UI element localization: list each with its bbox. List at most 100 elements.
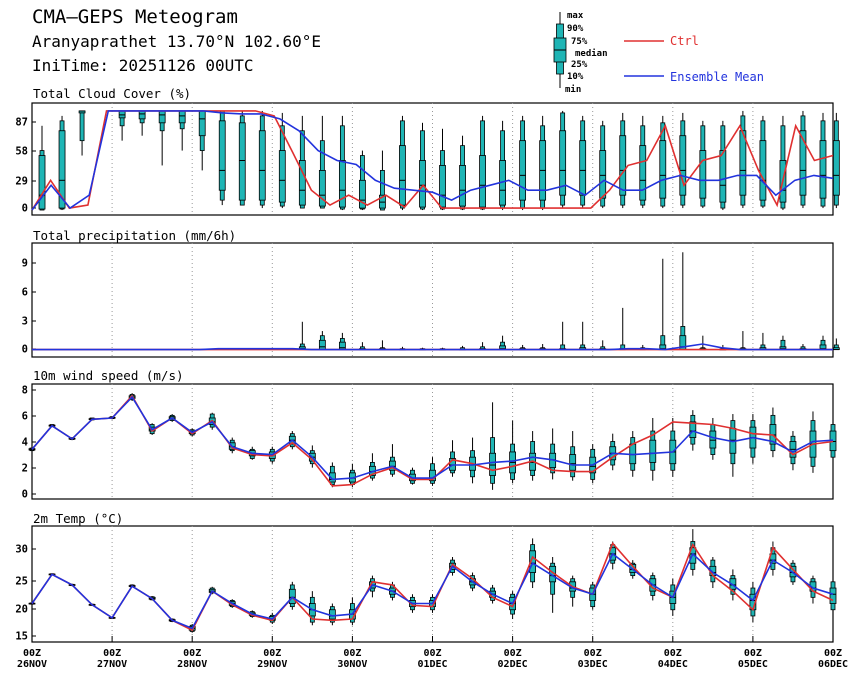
- wind-box-inner: [489, 452, 496, 476]
- cloud-box-inner: [519, 140, 527, 201]
- x-tick-hour: 00Z: [22, 648, 42, 659]
- x-tick-date: 01DEC: [417, 659, 448, 670]
- cloud-box-inner: [759, 140, 767, 201]
- cloud-box-inner: [359, 179, 366, 209]
- cloud-box-inner: [278, 150, 286, 203]
- cloud-box-inner: [619, 135, 627, 196]
- cloud-box-inner: [639, 145, 647, 201]
- legend-p90-label: 90%: [567, 24, 584, 34]
- cloud-box-inner: [158, 110, 166, 124]
- cloud-box-inner: [38, 155, 46, 210]
- cloud-box-inner: [699, 150, 707, 199]
- x-tick-hour: 00Z: [823, 648, 843, 659]
- legend-mean-label: Ensemble Mean: [670, 70, 764, 84]
- cloud-box-inner: [479, 155, 486, 208]
- wind-ytick-label: 6: [22, 411, 28, 423]
- temp-box-inner: [529, 550, 537, 573]
- cloud-ytick-label: 58: [15, 146, 28, 158]
- temp-ytick-label: 15: [15, 631, 28, 643]
- meteogram-title: CMA–GEPS Meteogram: [32, 6, 238, 28]
- precip-ytick-label: 6: [22, 287, 28, 299]
- cloud-box-inner: [399, 145, 406, 206]
- cloud-box-inner: [459, 165, 466, 207]
- temp-ytick-label: 25: [15, 576, 28, 588]
- cloud-box-inner: [58, 130, 66, 209]
- temp-box-inner: [829, 587, 837, 604]
- legend-ctrl-label: Ctrl: [670, 34, 699, 48]
- cloud-box-inner: [238, 122, 246, 201]
- temp-mean-line: [31, 552, 834, 630]
- cloud-ytick-label: 0: [22, 203, 28, 215]
- cloud-box-inner: [298, 160, 306, 206]
- cloud-box-inner: [419, 160, 426, 208]
- x-tick-hour: 00Z: [743, 648, 762, 659]
- x-tick-hour: 00Z: [103, 648, 122, 659]
- station-label: Aranyaprathet 13.70°N 102.60°E: [32, 32, 321, 51]
- cloud-box-inner: [739, 130, 747, 196]
- cloud-box-inner: [799, 130, 807, 196]
- cloud-box-inner: [819, 140, 827, 199]
- cloud-box-inner: [559, 130, 567, 196]
- wind-ytick-label: 4: [22, 437, 28, 449]
- cloud-mean-line: [31, 110, 834, 211]
- cloud-box-inner: [178, 110, 186, 124]
- cloud-box-outer: [380, 169, 385, 211]
- x-tick-date: 04DEC: [657, 659, 688, 670]
- legend-min-label: min: [565, 85, 582, 95]
- wind-ytick-label: 0: [22, 489, 28, 501]
- x-tick-hour: 00Z: [183, 648, 202, 659]
- cloud-panel-title: Total Cloud Cover (%): [33, 86, 192, 101]
- init-time-label: IniTime: 20251126 00UTC: [32, 56, 254, 75]
- cloud-box-inner: [679, 135, 687, 196]
- wind-mean-line: [31, 395, 834, 481]
- cloud-box-inner: [318, 169, 326, 207]
- x-tick-date: 06DEC: [817, 659, 849, 670]
- cloud-box-inner: [218, 120, 226, 191]
- x-tick-date: 27NOV: [97, 659, 128, 670]
- cloud-box-inner: [719, 150, 727, 203]
- wind-box-inner: [569, 454, 577, 471]
- x-tick-date: 03DEC: [577, 659, 608, 670]
- cloud-box-inner: [198, 110, 206, 137]
- cloud-box-inner: [579, 140, 587, 196]
- x-tick-date: 05DEC: [737, 659, 768, 670]
- x-tick-date: 29NOV: [257, 659, 288, 670]
- legend-p75-label: 75%: [571, 37, 588, 47]
- wind-ytick-label: 8: [22, 385, 28, 397]
- cloud-box-inner: [659, 140, 667, 199]
- wind-panel-title: 10m wind speed (m/s): [33, 368, 184, 383]
- wind-box-inner: [649, 439, 657, 463]
- cloud-ytick-label: 87: [15, 117, 28, 129]
- cloud-box-inner: [338, 160, 346, 208]
- wind-box-inner: [689, 421, 697, 438]
- x-tick-date: 26NOV: [16, 659, 48, 670]
- wind-box-inner: [328, 472, 336, 483]
- x-tick-hour: 00Z: [423, 648, 442, 659]
- precip-box-inner: [338, 341, 346, 350]
- precip-ytick-label: 0: [22, 344, 28, 356]
- x-tick-hour: 00Z: [583, 648, 602, 659]
- x-tick-date: 28NOV: [177, 659, 208, 670]
- x-tick-date: 30NOV: [337, 659, 368, 670]
- cloud-box-inner: [832, 140, 840, 196]
- cloud-box-inner: [599, 150, 607, 199]
- precip-box-inner: [318, 339, 326, 350]
- legend-p10-label: 10%: [567, 72, 584, 82]
- precip-ytick-label: 9: [22, 258, 28, 270]
- x-tick-hour: 00Z: [663, 648, 682, 659]
- cloud-box-inner: [439, 165, 446, 208]
- temp-box-inner: [328, 609, 336, 620]
- legend-max-label: max: [567, 11, 584, 21]
- precip-panel-title: Total precipitation (mm/6h): [33, 228, 237, 243]
- x-tick-hour: 00Z: [503, 648, 522, 659]
- cloud-box-outer: [79, 110, 85, 142]
- x-tick-date: 02DEC: [497, 659, 528, 670]
- temp-ytick-label: 30: [15, 544, 28, 556]
- cloud-box-inner: [258, 130, 266, 201]
- legend-median-label: median: [575, 49, 608, 59]
- legend-p25-label: 25%: [571, 60, 588, 70]
- wind-box-inner: [709, 430, 717, 449]
- temp-panel-title: 2m Temp (°C): [33, 511, 124, 526]
- x-tick-hour: 00Z: [343, 648, 362, 659]
